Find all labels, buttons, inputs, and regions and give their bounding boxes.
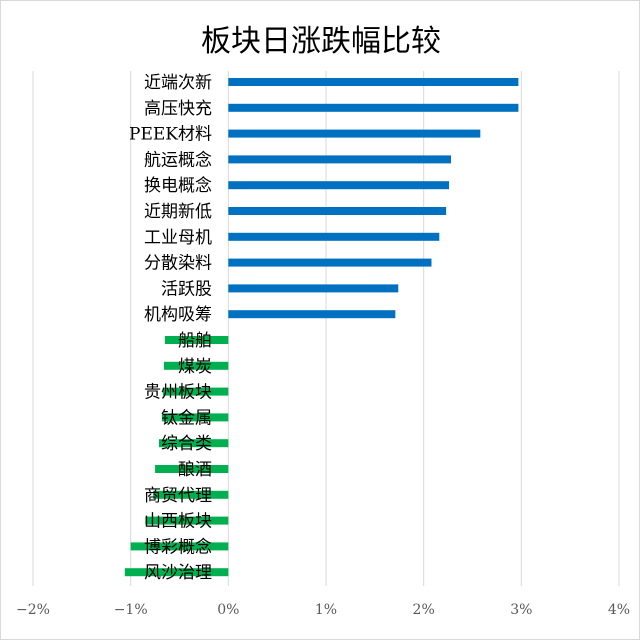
bar: [162, 387, 229, 396]
bar: [124, 568, 229, 577]
category-label: 船舶: [178, 331, 212, 351]
category-label: 综合类: [161, 434, 212, 454]
x-tick-label: 3%: [510, 602, 532, 618]
x-axis-ticks: −2% −1% 0% 1% 2% 3% 4%: [16, 602, 630, 618]
bar: [228, 78, 519, 86]
category-label: 机构吸筹: [144, 305, 212, 325]
bar: [130, 542, 229, 551]
bar: [228, 284, 399, 293]
x-tick-label: 2%: [413, 602, 435, 618]
bar: [164, 336, 229, 344]
bar: [228, 207, 447, 215]
bar: [163, 361, 229, 370]
x-tick-label: −2%: [16, 602, 50, 618]
bar: [228, 181, 450, 190]
category-label: 活跃股: [161, 279, 212, 299]
bar: [153, 490, 229, 499]
category-label: 工业母机: [144, 228, 212, 248]
category-label: 钛金属: [161, 408, 212, 428]
bar: [145, 516, 229, 525]
category-label: 近端次新: [144, 73, 212, 93]
category-label: 商贸代理: [144, 486, 212, 506]
category-label: 分散染料: [144, 254, 212, 274]
category-label: 煤炭: [178, 357, 212, 377]
bar: [228, 155, 452, 164]
x-tick-label: 0%: [217, 602, 239, 618]
category-label: 山西板块: [144, 512, 212, 532]
category-label: 风沙治理: [144, 563, 212, 583]
bars: [124, 78, 519, 577]
category-label: 近期新低: [144, 202, 212, 222]
x-tick-label: 1%: [315, 602, 337, 618]
category-label: 换电概念: [144, 175, 212, 196]
bar: [228, 310, 396, 319]
bar: [161, 413, 229, 422]
x-tick-label: −1%: [114, 602, 148, 618]
category-label: PEEK材料: [129, 125, 212, 145]
bar: [228, 103, 519, 112]
bar: [228, 129, 481, 138]
gridlines: [32, 71, 620, 586]
x-tick-label: 4%: [608, 602, 630, 618]
bar: [228, 232, 440, 241]
bar: [155, 465, 229, 473]
category-label: 酿酒: [178, 460, 212, 480]
chart-title: 板块日涨跌幅比较: [201, 24, 441, 59]
category-label: 贵州板块: [144, 383, 212, 403]
category-label: 航运概念: [144, 149, 212, 170]
category-label: 博彩概念: [144, 536, 212, 557]
bar: [158, 439, 229, 448]
bar: [228, 258, 432, 267]
category-label: 高压快充: [144, 99, 212, 119]
